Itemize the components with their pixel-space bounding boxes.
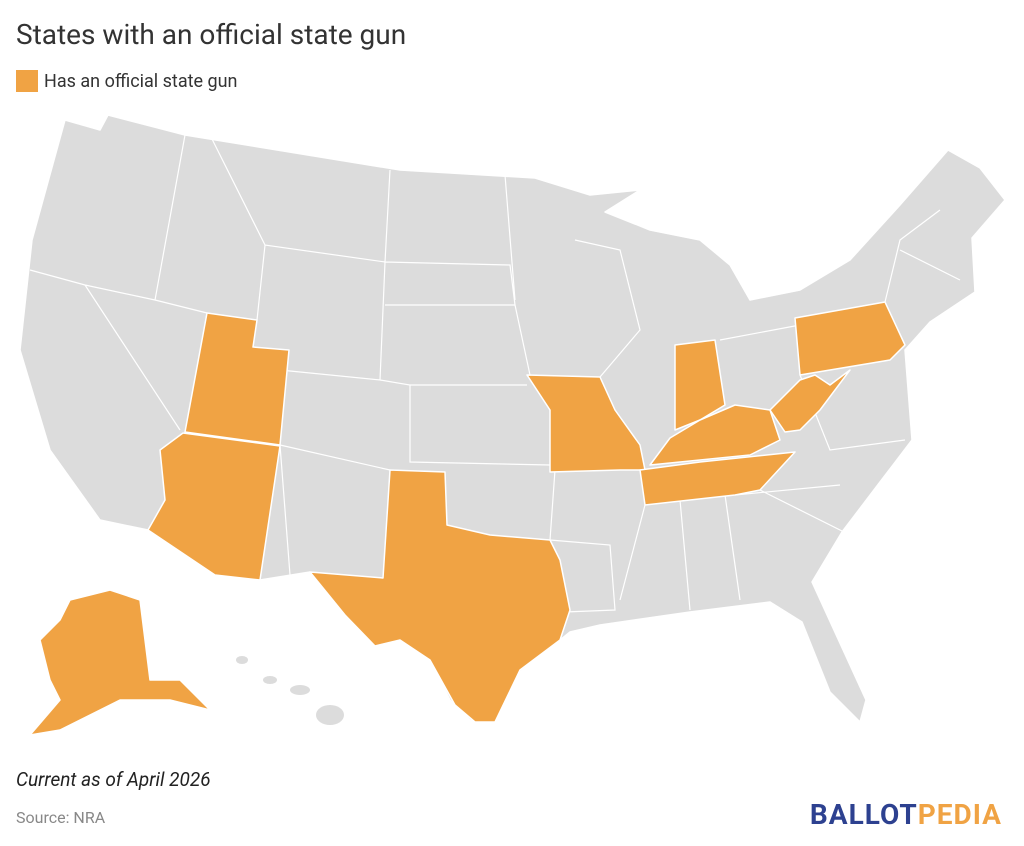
logo-part: PEDIA: [917, 798, 1002, 831]
title: States with an official state gun: [16, 18, 407, 51]
state: [639, 451, 796, 506]
state: [769, 369, 851, 433]
hawaii: [290, 685, 310, 695]
legend-label: Has an official state gun: [44, 70, 238, 92]
state: [184, 312, 290, 446]
legend: Has an official state gun: [16, 70, 237, 92]
highlighted-states: [29, 301, 906, 736]
state: [649, 404, 781, 466]
state: [794, 301, 906, 376]
source: Source: NRA: [16, 808, 106, 827]
borders: [29, 134, 961, 613]
state: [309, 469, 571, 723]
hawaii: [316, 705, 344, 725]
state: [674, 339, 726, 431]
logo-part: BALLOT: [809, 798, 918, 831]
legend-swatch: [16, 70, 38, 92]
hawaii: [263, 676, 277, 684]
state: [147, 432, 281, 581]
state: [29, 589, 211, 736]
note: Current as of April 2026: [16, 768, 211, 791]
logo: BALLOTPEDIA: [810, 798, 1002, 831]
hawaii: [236, 656, 248, 664]
